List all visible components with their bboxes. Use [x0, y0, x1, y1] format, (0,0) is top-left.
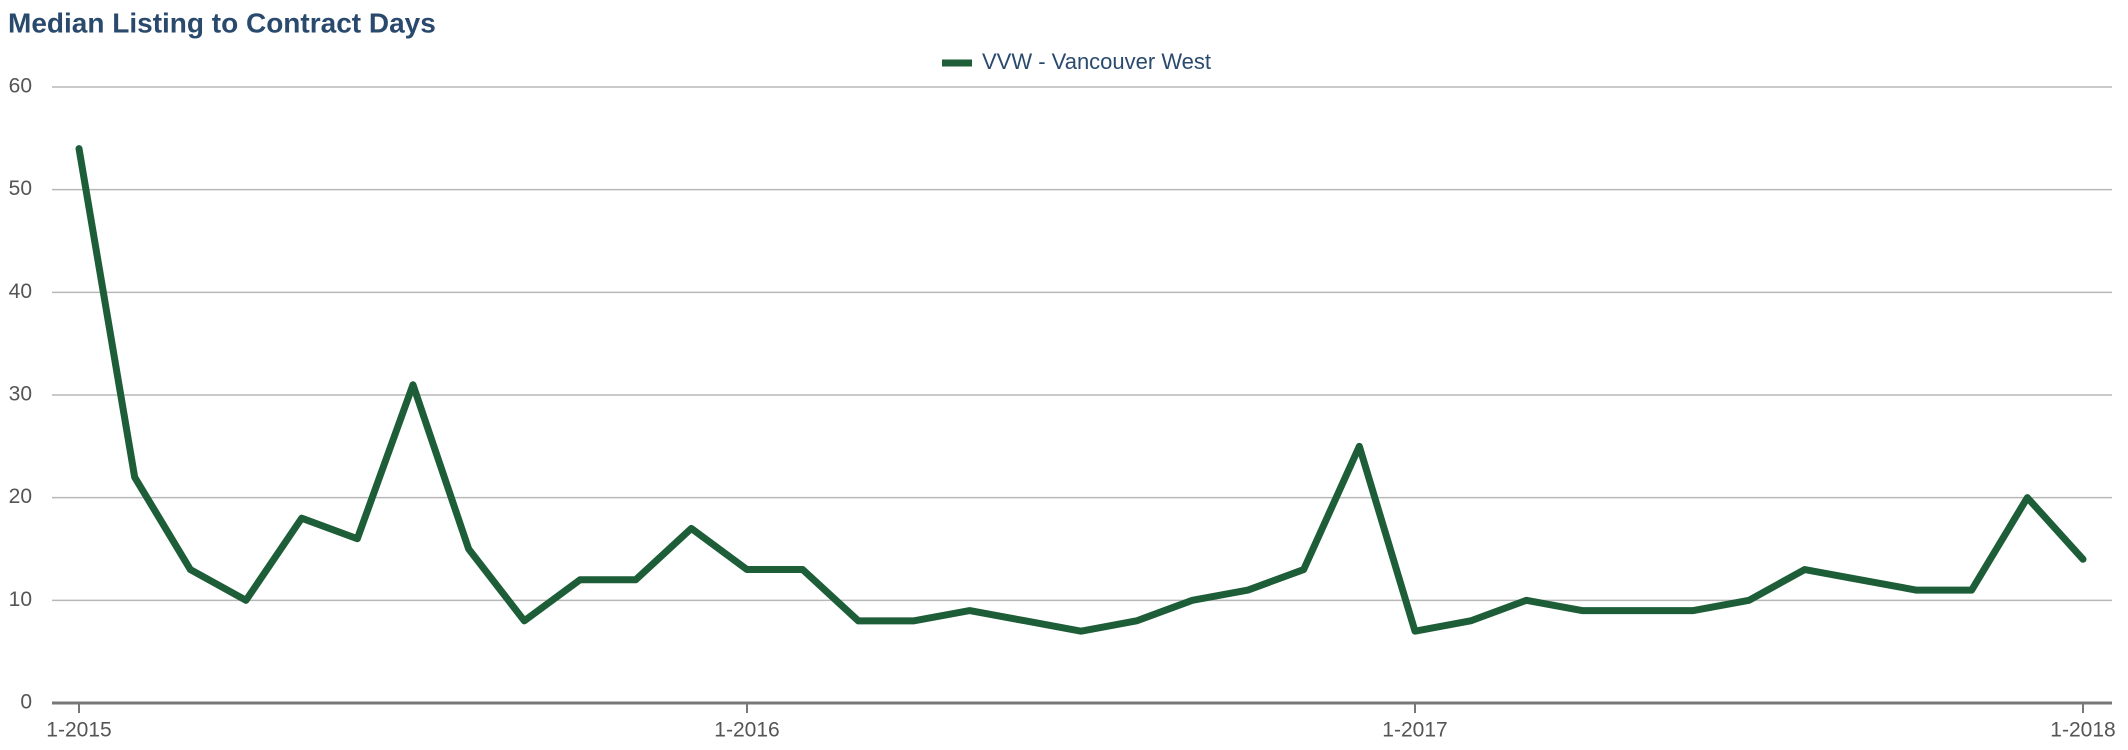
y-tick-label: 60	[9, 75, 32, 98]
y-tick-label: 20	[9, 485, 32, 508]
y-tick-label: 10	[9, 588, 32, 611]
x-tick-label: 1-2016	[714, 719, 779, 742]
x-tick-label: 1-2017	[1382, 719, 1447, 742]
data-line	[75, 145, 2087, 635]
chart-title: Median Listing to Contract Days	[8, 7, 436, 38]
y-tick-label: 40	[9, 280, 32, 303]
legend-label: VVW - Vancouver West	[982, 49, 1211, 74]
y-tick-label: 0	[20, 691, 32, 714]
y-tick-label: 30	[9, 383, 32, 406]
y-tick-label: 50	[9, 177, 32, 200]
x-tick-label: 1-2015	[46, 719, 111, 742]
x-tick-label: 1-2018	[2050, 719, 2115, 742]
